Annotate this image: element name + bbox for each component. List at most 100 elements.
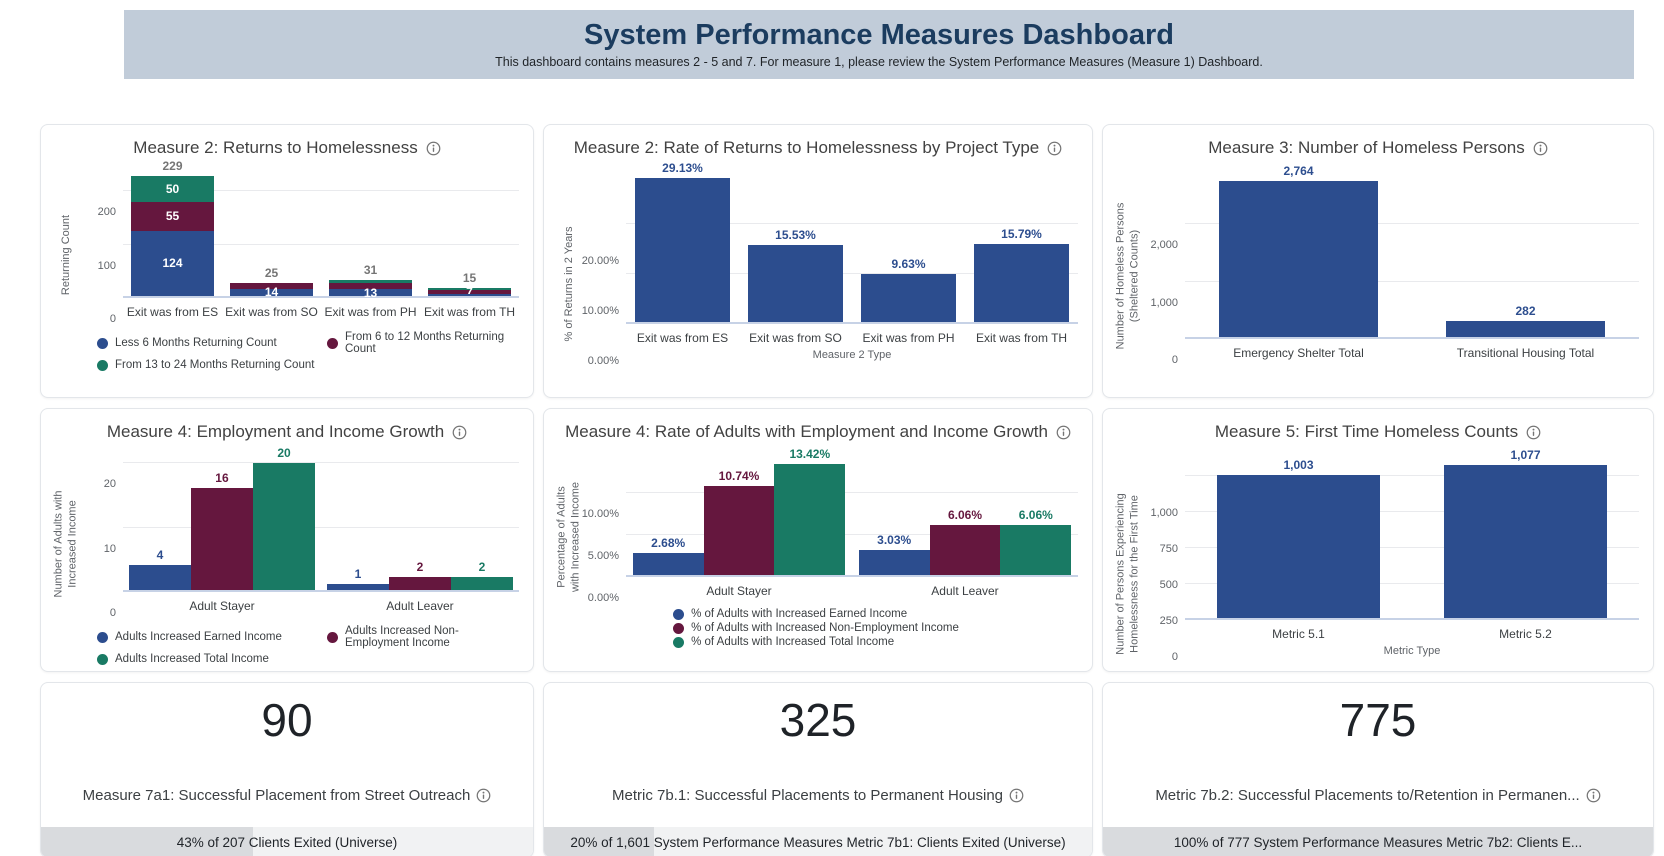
scorecard-label: Metric 7b.1: Successful Placements to Pe… <box>611 787 1004 804</box>
x-category-label: Exit was from ES <box>126 305 219 319</box>
x-category-label: Exit was from SO <box>749 331 842 345</box>
bar-segment-teal[interactable] <box>427 288 512 291</box>
gridline <box>1185 582 1639 584</box>
bar-value-label: 4 <box>156 547 164 562</box>
bar-exit-was-from-ph[interactable]: 9.63% <box>861 257 956 322</box>
bar-segment-maroon[interactable] <box>328 282 413 290</box>
info-icon[interactable] <box>1009 788 1024 803</box>
x-category-label: Adult Stayer <box>706 584 772 598</box>
bar-metric-5-2[interactable]: 1,077 <box>1443 448 1608 618</box>
bar-exit-was-from-es[interactable]: 29.13% <box>635 161 730 322</box>
progress-strip: 20% of 1,601 System Performance Measures… <box>544 827 1092 856</box>
bar-adults-increased-earned-income[interactable]: 1 <box>326 567 389 590</box>
chart-title: Measure 2: Returns to Homelessness <box>133 138 418 157</box>
bar-of-adults-with-increased-non-employment-income[interactable]: 6.06% <box>929 508 1001 575</box>
bar-segment-maroon[interactable] <box>229 282 314 289</box>
x-category-label: Exit was from ES <box>636 331 729 345</box>
card-measure5: Measure 5: First Time Homeless Counts Num… <box>1102 408 1654 672</box>
bar-segment-maroon[interactable]: 55 <box>130 202 215 231</box>
y-tick-label: 500 <box>1159 578 1178 591</box>
legend-label: % of Adults with Increased Earned Income <box>691 608 908 620</box>
legend-item: From 13 to 24 Months Returning Count <box>97 359 321 371</box>
scorecard-label: Measure 7a1: Successful Placement from S… <box>82 787 471 804</box>
info-icon[interactable] <box>1526 425 1541 440</box>
bar-segment-blue[interactable]: 124 <box>130 230 215 296</box>
bar-segment-teal[interactable]: 50 <box>130 175 215 203</box>
info-icon[interactable] <box>1047 141 1062 156</box>
bar-emergency-shelter-total[interactable]: 2,764 <box>1219 164 1378 337</box>
card-measure3: Measure 3: Number of Homeless Persons Num… <box>1102 124 1654 398</box>
bar-of-adults-with-increased-earned-income[interactable]: 3.03% <box>858 533 930 575</box>
bar-segment-teal[interactable] <box>328 279 413 283</box>
bar-total-label: 25 <box>264 265 279 280</box>
y-tick-label: 250 <box>1159 614 1178 627</box>
y-axis-title: Number of Adults with Increased Income <box>52 490 79 598</box>
y-tick-label: 0.00% <box>587 592 619 604</box>
progress-fill <box>41 827 253 856</box>
bar-total-label: 31 <box>363 262 378 277</box>
info-icon[interactable] <box>426 141 441 156</box>
x-category-label: Emergency Shelter Total <box>1233 346 1364 360</box>
bar-value-label: 9.63% <box>891 257 926 272</box>
y-axis-title: Number of Homeless Persons (Sheltered Co… <box>1114 202 1141 349</box>
cards-grid: Measure 2: Returns to Homelessness Return… <box>40 124 1664 856</box>
info-icon[interactable] <box>476 788 491 803</box>
bar-adults-increased-non-employment-income[interactable]: 16 <box>190 471 253 590</box>
legend-item: % of Adults with Increased Total Income <box>673 636 894 648</box>
bar-segment-blue[interactable]: 14 <box>229 286 314 298</box>
bar-exit-was-from-ph[interactable]: 13 <box>328 170 413 299</box>
gridline <box>626 273 1078 274</box>
progress-strip: 100% of 777 System Performance Measures … <box>1103 827 1653 856</box>
y-tick-label: 10 <box>103 542 116 555</box>
legend-dot-blue <box>97 337 108 349</box>
bar-value-label: 1 <box>354 566 362 581</box>
progress-fill <box>1103 827 1653 856</box>
bar-segment-blue[interactable] <box>427 293 512 296</box>
gridline <box>626 223 1078 224</box>
y-tick-label: 100 <box>97 259 116 272</box>
info-icon[interactable] <box>1056 425 1071 440</box>
bar-adults-increased-non-employment-income[interactable]: 2 <box>388 560 451 590</box>
bar-of-adults-with-increased-non-employment-income[interactable]: 10.74% <box>703 469 775 575</box>
bar-adults-increased-earned-income[interactable]: 4 <box>128 548 191 590</box>
bar-value-label: 29.13% <box>662 161 703 176</box>
bar-adults-increased-total-income[interactable]: 2 <box>451 560 514 590</box>
y-tick-label: 0 <box>109 313 116 325</box>
y-tick-label: 10.00% <box>581 507 619 520</box>
legend-dot-teal <box>97 359 108 371</box>
scorecard-label-row: Measure 7a1: Successful Placement from S… <box>41 787 533 804</box>
bar-exit-was-from-so[interactable]: 14 <box>229 170 314 298</box>
bar-transitional-housing-total[interactable]: 282 <box>1446 304 1605 337</box>
bar-adults-increased-total-income[interactable]: 20 <box>253 446 316 590</box>
legend-dot-blue <box>673 608 685 620</box>
bar-metric-5-1[interactable]: 1,003 <box>1216 458 1381 618</box>
plot-area: 29.13% 15.53% 9.63% 15.79% <box>626 161 1078 324</box>
x-category-label: Exit was from PH <box>862 331 955 345</box>
legend-label: % of Adults with Increased Non-Employmen… <box>691 622 959 634</box>
bar-exit-was-from-so[interactable]: 15.53% <box>748 228 843 322</box>
info-icon[interactable] <box>1586 788 1601 803</box>
legend-item: Adults Increased Earned Income <box>97 625 321 649</box>
legend-dot-maroon <box>673 622 685 634</box>
info-icon[interactable] <box>1533 141 1548 156</box>
bar-total-label: 229 <box>162 158 183 173</box>
bar-segment-blue[interactable]: 13 <box>328 287 413 299</box>
info-icon[interactable] <box>452 425 467 440</box>
bar-value-label: 2 <box>478 560 486 575</box>
legend-item: From 6 to 12 Months Returning Count <box>327 331 519 355</box>
bar-exit-was-from-th[interactable]: 15.79% <box>974 227 1069 322</box>
y-tick-label: 20.00% <box>581 255 619 267</box>
bar-exit-was-from-es[interactable]: 50 55 124 <box>130 170 215 296</box>
bar-of-adults-with-increased-total-income[interactable]: 6.06% <box>1000 508 1072 575</box>
gridline <box>123 526 519 528</box>
progress-text: 43% of 207 Clients Exited (Universe) <box>176 834 398 850</box>
bar-exit-was-from-th[interactable]: 7 <box>427 170 512 298</box>
gridline <box>123 462 519 464</box>
bar-segment-maroon[interactable]: 7 <box>427 286 512 298</box>
bar-of-adults-with-increased-earned-income[interactable]: 2.68% <box>632 536 704 575</box>
bar-of-adults-with-increased-total-income[interactable]: 13.42% <box>774 447 846 575</box>
x-category-label: Adult Leaver <box>386 599 454 613</box>
y-tick-label: 1,000 <box>1150 296 1178 309</box>
card-measure2-returns: Measure 2: Returns to Homelessness Return… <box>40 124 534 398</box>
bar-value-label: 15.53% <box>775 228 816 243</box>
